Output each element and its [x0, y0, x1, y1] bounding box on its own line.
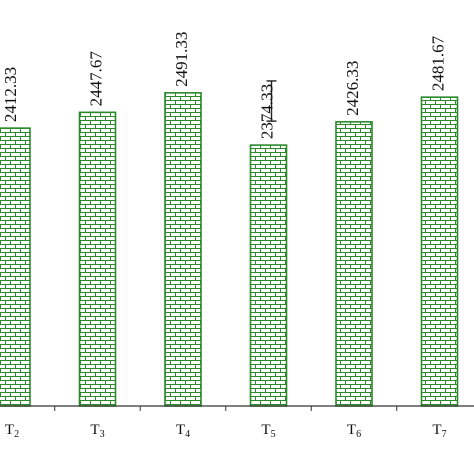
x-tick-label-6: T7 — [432, 422, 446, 440]
data-label-6: 2481.67 — [429, 35, 448, 91]
bar-5 — [335, 121, 373, 407]
x-tick-label-2: T3 — [90, 422, 104, 440]
error-bar — [266, 80, 277, 122]
bar-1 — [0, 127, 31, 407]
data-label-2: 2447.67 — [87, 51, 106, 107]
data-label-4: 2374.33 — [258, 84, 277, 139]
data-label-1: 2412.33 — [1, 67, 20, 122]
bar-6 — [420, 96, 459, 407]
x-tick-label-3: T4 — [176, 422, 190, 440]
x-tick-label-5: T6 — [347, 422, 361, 440]
bar-4 — [249, 144, 288, 407]
bar-2 — [78, 111, 117, 407]
x-tick-label-4: T5 — [261, 422, 275, 440]
data-label-3: 2491.33 — [172, 32, 191, 87]
x-axis: T2 T3 T4 T5 T6 T7 — [0, 405, 474, 440]
data-label-5: 2426.33 — [343, 61, 362, 116]
data-labels-group: 2412.33 2447.67 2491.33 2374.33 2426.33 2481.… — [1, 32, 448, 139]
bars-group — [0, 80, 459, 407]
bar-3 — [164, 92, 202, 407]
x-tick-label-1: T2 — [5, 422, 19, 440]
